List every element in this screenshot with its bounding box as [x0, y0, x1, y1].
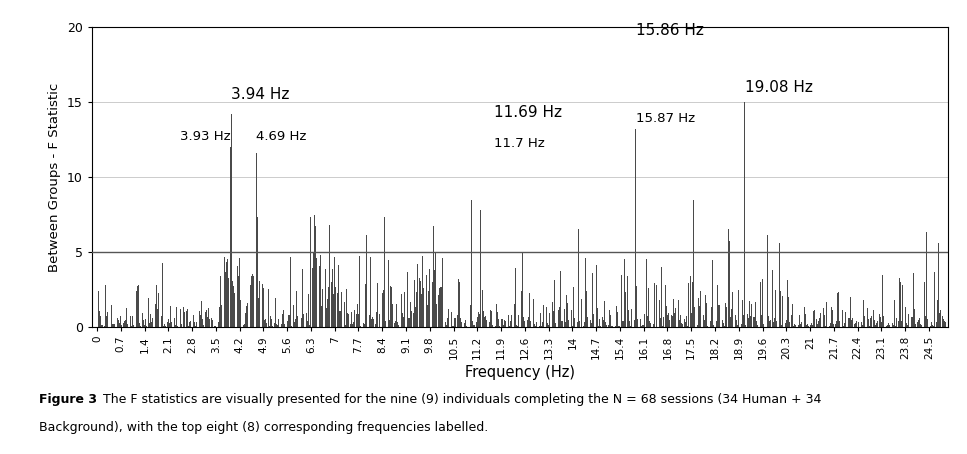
Text: 19.08 Hz: 19.08 Hz [745, 79, 813, 94]
Text: 11.7 Hz: 11.7 Hz [494, 137, 545, 150]
Text: 4.69 Hz: 4.69 Hz [256, 129, 307, 143]
Text: The F statistics are visually presented for the nine (9) individuals completing : The F statistics are visually presented … [99, 393, 821, 406]
Text: 11.69 Hz: 11.69 Hz [494, 105, 562, 120]
Y-axis label: Between Groups - F Statistic: Between Groups - F Statistic [48, 83, 62, 271]
Text: 3.93 Hz: 3.93 Hz [180, 129, 230, 143]
X-axis label: Frequency (Hz): Frequency (Hz) [465, 365, 574, 380]
Text: 15.87 Hz: 15.87 Hz [636, 112, 695, 124]
Text: 15.86 Hz: 15.86 Hz [635, 23, 703, 38]
Text: Background), with the top eight (8) corresponding frequencies labelled.: Background), with the top eight (8) corr… [39, 421, 488, 434]
Text: Figure 3: Figure 3 [39, 393, 97, 406]
Text: 3.94 Hz: 3.94 Hz [231, 87, 289, 102]
